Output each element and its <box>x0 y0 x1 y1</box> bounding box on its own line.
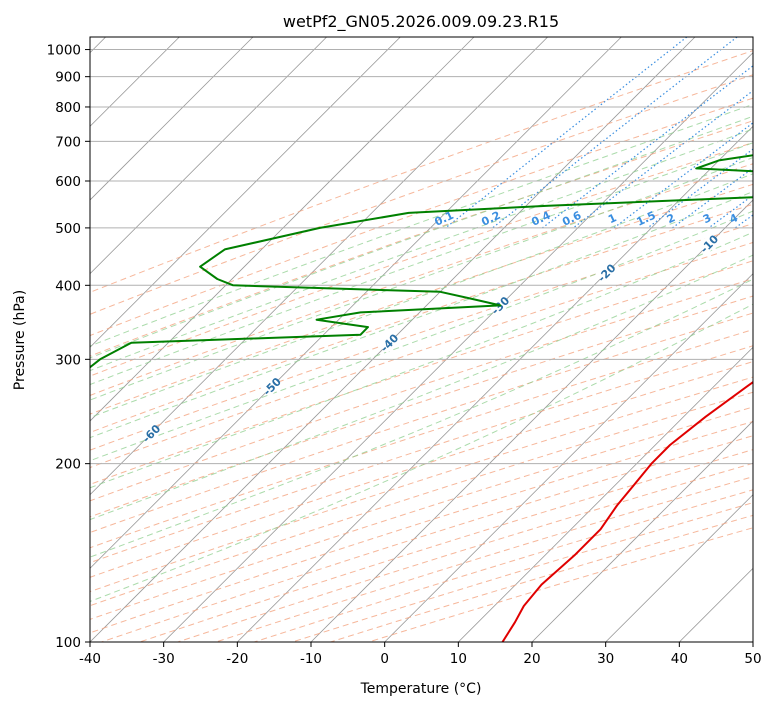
dry-adiabat-line <box>90 391 753 607</box>
mixing-ratio-line <box>492 37 738 229</box>
moist-adiabat-line <box>90 157 753 401</box>
isotherm-line <box>310 199 753 642</box>
y-axis-ticks: 100 200 300 400 500 600 700 800 900 1000 <box>47 43 90 651</box>
x-tick-label: -20 <box>226 651 248 667</box>
mixing-ratio-line <box>672 167 753 229</box>
y-tick-label: 800 <box>55 100 81 116</box>
moist-adiabat-line <box>90 303 753 602</box>
x-tick-label: -40 <box>79 651 101 667</box>
x-tick-label: 40 <box>671 651 688 667</box>
y-tick-label: 1000 <box>47 43 81 59</box>
dry-adiabat-line <box>90 223 753 451</box>
dry-adiabat-line <box>90 97 753 337</box>
y-tick-label: 400 <box>55 278 81 294</box>
y-tick-label: 700 <box>55 134 81 150</box>
x-tick-label: 20 <box>523 651 540 667</box>
y-tick-label: 600 <box>55 174 81 190</box>
isotherm-line <box>605 494 753 642</box>
isotherm-line <box>163 52 753 642</box>
isotherm-label-bg <box>377 331 400 354</box>
dry-adiabat-line <box>90 74 753 315</box>
dry-adiabat-line <box>90 260 753 485</box>
isotherm-line <box>237 125 753 642</box>
isotherm-label-bg <box>697 232 720 255</box>
isotherm-line <box>90 37 622 569</box>
moist-adiabat-line <box>90 128 753 372</box>
dry-adiabat-line <box>90 329 753 549</box>
isotherm-line <box>384 273 753 642</box>
dry-adiabat-line <box>90 312 753 534</box>
moist-adiabat-line <box>90 278 753 558</box>
x-tick-label: 30 <box>597 651 614 667</box>
isotherm-line <box>531 420 753 642</box>
dewpoint-profile-line <box>90 154 753 369</box>
isotherm-label-bg <box>260 375 283 398</box>
x-tick-label: -30 <box>153 651 175 667</box>
isotherm-line <box>90 37 475 422</box>
x-tick-label: -10 <box>300 651 322 667</box>
dry-adiabat-line <box>90 163 753 396</box>
isotherm-label-bg <box>595 261 618 284</box>
moist-adiabat-line <box>90 173 753 419</box>
moist-adiabat-line <box>90 142 753 386</box>
isotherm-line <box>90 37 327 275</box>
dry-adiabat-line <box>90 183 753 415</box>
moist-adiabat-line <box>90 115 753 359</box>
x-tick-label: 0 <box>380 651 389 667</box>
isotherm-line <box>458 346 753 642</box>
dry-adiabat-line <box>90 50 753 293</box>
mixing-ratio-line <box>572 89 753 229</box>
y-tick-label: 300 <box>55 352 81 368</box>
x-tick-label: 50 <box>744 651 761 667</box>
chart-title: wetPf2_GN05.2026.009.09.23.R15 <box>283 12 559 32</box>
x-axis-label: Temperature (°C) <box>360 681 482 697</box>
y-tick-label: 100 <box>55 635 81 651</box>
isotherm-line <box>90 37 401 348</box>
x-axis-ticks: -40 -30 -20 -10 0 10 20 30 40 50 <box>79 642 762 667</box>
pressure-gridlines <box>90 49 753 642</box>
isotherm-label-bg <box>139 422 162 444</box>
dry-adiabat-line <box>90 142 753 377</box>
x-tick-label: 10 <box>450 651 467 667</box>
y-tick-label: 900 <box>55 70 81 86</box>
dry-adiabat-line <box>90 278 753 502</box>
sounding-profiles <box>90 154 753 642</box>
y-axis-label: Pressure (hPa) <box>12 290 28 390</box>
y-tick-label: 500 <box>55 221 81 237</box>
moist-adiabat-line <box>90 231 753 489</box>
isotherm-line <box>90 37 254 201</box>
plot-frame <box>89 36 754 643</box>
dry-adiabat-line <box>90 361 753 578</box>
temperature-profile-line <box>501 380 753 642</box>
y-tick-label: 200 <box>55 457 81 473</box>
background-lines <box>90 37 753 642</box>
mixing-ratio-line <box>542 65 753 229</box>
